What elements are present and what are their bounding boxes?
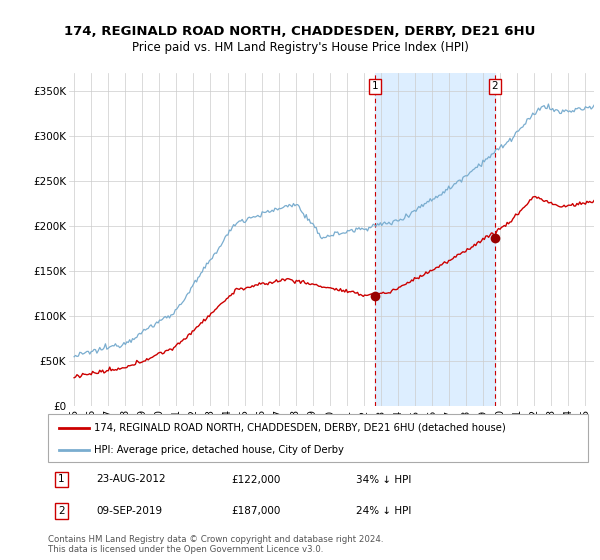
Text: 24% ↓ HPI: 24% ↓ HPI — [356, 506, 411, 516]
Text: 174, REGINALD ROAD NORTH, CHADDESDEN, DERBY, DE21 6HU: 174, REGINALD ROAD NORTH, CHADDESDEN, DE… — [64, 25, 536, 38]
Text: 2: 2 — [491, 81, 498, 91]
FancyBboxPatch shape — [48, 414, 588, 462]
Bar — [375, 73, 495, 406]
Text: 09-SEP-2019: 09-SEP-2019 — [97, 506, 163, 516]
Text: £187,000: £187,000 — [232, 506, 281, 516]
Text: HPI: Average price, detached house, City of Derby: HPI: Average price, detached house, City… — [94, 445, 344, 455]
Text: £122,000: £122,000 — [232, 474, 281, 484]
Text: Contains HM Land Registry data © Crown copyright and database right 2024.
This d: Contains HM Land Registry data © Crown c… — [48, 535, 383, 554]
Text: 34% ↓ HPI: 34% ↓ HPI — [356, 474, 411, 484]
Text: 1: 1 — [58, 474, 65, 484]
Text: 1: 1 — [371, 81, 378, 91]
Text: 23-AUG-2012: 23-AUG-2012 — [97, 474, 166, 484]
Text: 2: 2 — [58, 506, 65, 516]
Text: 174, REGINALD ROAD NORTH, CHADDESDEN, DERBY, DE21 6HU (detached house): 174, REGINALD ROAD NORTH, CHADDESDEN, DE… — [94, 423, 506, 433]
Text: Price paid vs. HM Land Registry's House Price Index (HPI): Price paid vs. HM Land Registry's House … — [131, 41, 469, 54]
